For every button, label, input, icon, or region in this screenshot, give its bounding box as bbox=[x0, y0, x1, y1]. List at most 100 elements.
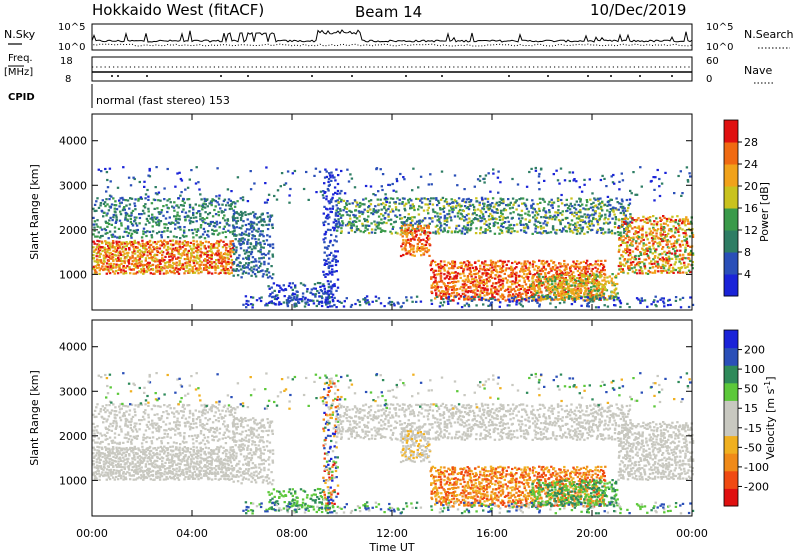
power-cell bbox=[447, 230, 450, 233]
power-cell bbox=[616, 282, 619, 286]
power-cell bbox=[137, 241, 140, 244]
power-cell bbox=[95, 200, 98, 203]
power-cell bbox=[432, 282, 435, 285]
power-cell bbox=[439, 222, 442, 225]
power-cell bbox=[129, 240, 132, 243]
power-cell bbox=[328, 264, 331, 267]
power-cell bbox=[223, 198, 227, 201]
power-cell bbox=[163, 267, 166, 270]
power-cell bbox=[330, 171, 333, 174]
power-cell bbox=[178, 264, 181, 267]
power-cell bbox=[330, 290, 333, 293]
power-cell bbox=[231, 263, 234, 266]
power-cell bbox=[333, 283, 336, 286]
power-cell bbox=[501, 284, 505, 287]
power-cell bbox=[523, 287, 526, 290]
power-cell bbox=[181, 241, 184, 244]
power-cell bbox=[403, 178, 406, 181]
power-cell bbox=[447, 302, 450, 305]
power-cell bbox=[260, 257, 263, 260]
power-cell bbox=[269, 214, 272, 217]
power-cell bbox=[422, 227, 426, 230]
power-cell bbox=[588, 219, 591, 222]
power-cell bbox=[650, 262, 654, 266]
power-cell bbox=[458, 229, 461, 232]
power-cell bbox=[597, 259, 600, 262]
power-cell bbox=[518, 279, 521, 282]
power-cell bbox=[640, 237, 643, 240]
power-cell bbox=[677, 271, 680, 274]
power-cell bbox=[518, 217, 521, 220]
power-cell bbox=[444, 284, 447, 287]
power-cell bbox=[572, 275, 575, 278]
power-cell bbox=[406, 216, 410, 220]
power-cell bbox=[149, 253, 152, 256]
power-cell bbox=[575, 217, 579, 220]
power-cell bbox=[534, 284, 537, 287]
power-cell bbox=[334, 224, 338, 227]
power-cell bbox=[410, 248, 413, 251]
power-cell bbox=[563, 301, 566, 304]
power-cell bbox=[119, 257, 123, 260]
power-cell bbox=[590, 282, 594, 285]
power-cell bbox=[94, 270, 97, 273]
power-cell bbox=[324, 301, 327, 304]
power-cell bbox=[266, 198, 269, 201]
power-cell bbox=[114, 214, 118, 217]
power-cell bbox=[487, 276, 490, 279]
power-cell bbox=[369, 185, 373, 188]
power-cell bbox=[624, 214, 627, 217]
power-cell bbox=[403, 216, 406, 219]
power-cell bbox=[112, 270, 115, 273]
power-cell bbox=[585, 204, 588, 207]
power-cell bbox=[117, 243, 120, 246]
power-cell bbox=[535, 265, 538, 268]
power-cell bbox=[107, 270, 111, 273]
power-cell bbox=[236, 274, 240, 277]
power-cell bbox=[616, 292, 619, 295]
power-cell bbox=[502, 261, 505, 265]
power-cell bbox=[619, 263, 622, 266]
power-cell bbox=[520, 197, 523, 200]
power-cell bbox=[480, 276, 483, 279]
power-cell bbox=[464, 294, 467, 297]
power-cell bbox=[239, 244, 242, 247]
power-cell bbox=[579, 283, 583, 286]
power-cell bbox=[500, 271, 503, 274]
power-cell bbox=[649, 251, 652, 254]
power-cell bbox=[514, 281, 517, 284]
power-cell bbox=[321, 297, 324, 300]
power-cell bbox=[197, 248, 200, 251]
power-cell bbox=[171, 264, 174, 268]
power-cell bbox=[232, 261, 236, 264]
power-cell bbox=[153, 272, 156, 275]
power-cell bbox=[181, 210, 184, 213]
power-cell bbox=[570, 290, 573, 293]
power-cell bbox=[434, 211, 437, 214]
power-cell bbox=[113, 230, 117, 233]
power-cell bbox=[348, 220, 351, 223]
power-cell bbox=[627, 206, 630, 210]
power-cell bbox=[126, 218, 129, 221]
power-cell bbox=[559, 212, 562, 215]
power-cell bbox=[142, 230, 145, 233]
power-cell bbox=[587, 301, 590, 304]
power-cell bbox=[143, 263, 147, 267]
power-cell bbox=[259, 251, 262, 254]
power-cell bbox=[340, 230, 343, 233]
power-cell bbox=[258, 257, 261, 260]
power-cell bbox=[192, 239, 195, 242]
power-cell bbox=[234, 238, 237, 241]
power-cell bbox=[312, 287, 316, 290]
power-cell bbox=[482, 267, 486, 271]
power-cell bbox=[278, 289, 281, 293]
power-cell bbox=[589, 198, 592, 201]
date-title: 10/Dec/2019 bbox=[590, 1, 686, 19]
power-cell bbox=[198, 243, 201, 246]
power-cell bbox=[269, 293, 272, 296]
power-cell bbox=[185, 258, 188, 261]
power-cell bbox=[454, 230, 457, 233]
power-cell bbox=[621, 200, 624, 203]
power-cell bbox=[259, 233, 262, 236]
power-cell bbox=[266, 276, 270, 279]
